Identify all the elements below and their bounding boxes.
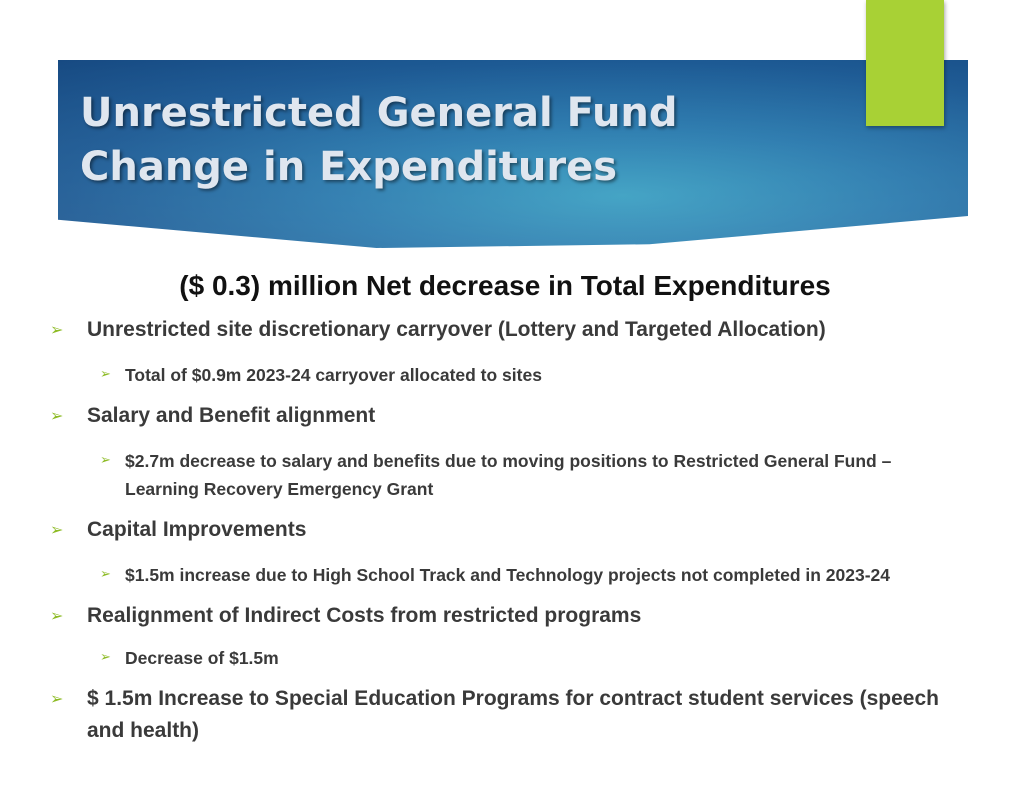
bullet-text: $2.7m decrease to salary and benefits du… [125, 451, 892, 499]
title-line-1: Unrestricted General Fund [80, 90, 678, 136]
arrow-bullet-icon: ➢ [50, 406, 64, 425]
bullet-text: Unrestricted site discretionary carryove… [87, 318, 826, 341]
bullet-list: ➢ Unrestricted site discretionary carryo… [0, 312, 1024, 747]
bullet-item: ➢ $ 1.5m Increase to Special Education P… [0, 683, 947, 747]
header-band [58, 60, 968, 248]
bullet-item: ➢ Capital Improvements [0, 514, 947, 546]
bullet-text: $1.5m increase due to High School Track … [125, 565, 891, 585]
slide-title: Unrestricted General Fund Change in Expe… [80, 86, 780, 194]
arrow-bullet-icon: ➢ [50, 320, 64, 339]
bullet-item: ➢ Salary and Benefit alignment [0, 400, 947, 432]
bullet-text: Capital Improvements [87, 518, 307, 541]
title-line-2: Change in Expenditures [80, 144, 618, 190]
arrow-bullet-icon: ➢ [100, 567, 111, 582]
slide-subtitle: ($ 0.3) million Net decrease in Total Ex… [179, 270, 831, 301]
accent-tab [866, 0, 944, 126]
bullet-text: Decrease of $1.5m [125, 648, 279, 668]
bullet-item: ➢ Realignment of Indirect Costs from res… [0, 600, 947, 632]
bullet-text: Salary and Benefit alignment [87, 404, 376, 427]
bullet-item: ➢ $2.7m decrease to salary and benefits … [0, 447, 935, 503]
bullet-item: ➢ Total of $0.9m 2023-24 carryover alloc… [0, 361, 935, 389]
bullet-text: $ 1.5m Increase to Special Education Pro… [87, 687, 939, 742]
bullet-text: Total of $0.9m 2023-24 carryover allocat… [125, 365, 542, 385]
arrow-bullet-icon: ➢ [50, 520, 64, 539]
arrow-bullet-icon: ➢ [50, 606, 64, 625]
arrow-bullet-icon: ➢ [100, 367, 111, 382]
bullet-item: ➢ $1.5m increase due to High School Trac… [0, 561, 935, 589]
arrow-bullet-icon: ➢ [50, 689, 64, 708]
bullet-text: Realignment of Indirect Costs from restr… [87, 604, 642, 627]
arrow-bullet-icon: ➢ [100, 650, 111, 665]
bullet-item: ➢ Decrease of $1.5m [0, 644, 935, 672]
bullet-item: ➢ Unrestricted site discretionary carryo… [0, 314, 947, 346]
arrow-bullet-icon: ➢ [100, 453, 111, 468]
